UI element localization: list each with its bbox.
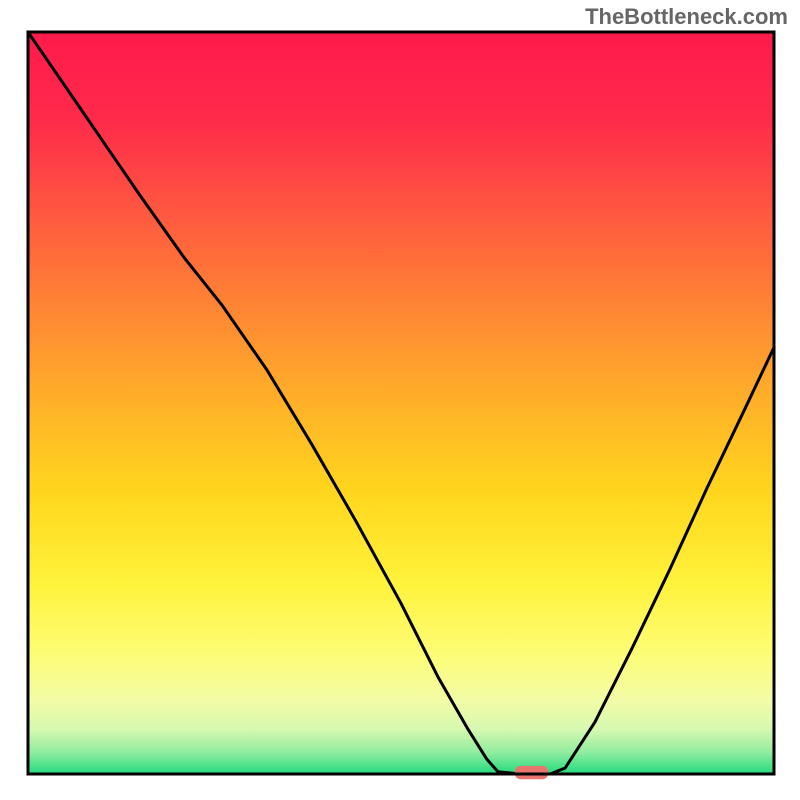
chart-container: TheBottleneck.com — [0, 0, 800, 800]
chart-background — [28, 32, 774, 774]
watermark-text: TheBottleneck.com — [585, 4, 788, 30]
bottleneck-chart — [0, 0, 800, 800]
